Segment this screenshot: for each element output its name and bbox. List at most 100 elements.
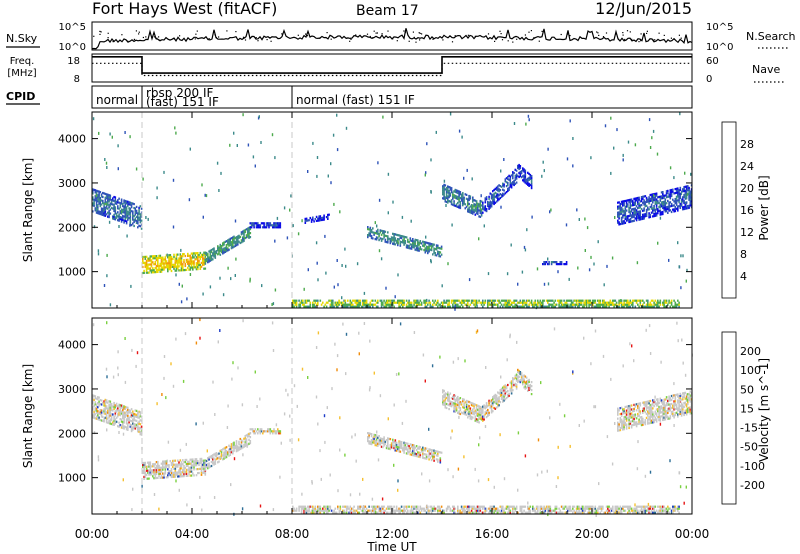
nsearch-point <box>640 40 642 42</box>
range-cell <box>662 409 664 412</box>
range-cell <box>355 305 358 308</box>
range-cell <box>135 413 138 416</box>
range-cell <box>203 267 205 270</box>
range-cell <box>632 200 634 203</box>
range-cell <box>652 419 654 422</box>
range-cell <box>455 299 458 302</box>
range-cell <box>622 428 624 431</box>
range-cell <box>313 305 315 308</box>
range-cell <box>407 240 409 243</box>
range-cell <box>668 201 670 204</box>
range-cell <box>475 212 478 215</box>
range-cell <box>553 305 555 308</box>
range-cell <box>239 235 242 239</box>
range-cell <box>194 258 197 261</box>
range-cell <box>643 401 645 404</box>
range-cell <box>490 201 493 204</box>
range-cell <box>530 177 533 180</box>
range-cell <box>120 412 123 415</box>
range-cell <box>175 131 177 135</box>
range-cell <box>125 414 128 417</box>
range-cell <box>442 197 444 200</box>
range-cell <box>618 299 620 302</box>
range-cell <box>413 301 415 304</box>
range-cell <box>658 209 660 212</box>
range-cell <box>179 469 182 472</box>
range-cell <box>502 390 504 393</box>
range-cell <box>683 186 685 189</box>
range-cell <box>687 187 689 190</box>
range-cell <box>172 471 174 474</box>
range-cell <box>143 261 145 264</box>
range-cell <box>398 446 400 449</box>
range-cell <box>617 215 619 218</box>
range-cell <box>530 183 533 186</box>
range-cell <box>403 449 405 452</box>
range-cell <box>166 253 168 257</box>
range-cell <box>528 380 530 383</box>
range-cell <box>620 222 623 225</box>
range-cell <box>99 212 102 216</box>
range-cell <box>525 299 528 302</box>
range-cell <box>115 404 118 407</box>
range-cell <box>95 201 98 204</box>
range-cell <box>480 408 483 411</box>
range-cell <box>464 401 467 404</box>
range-cell <box>475 299 478 302</box>
range-cell <box>185 268 188 271</box>
range-cell <box>153 473 155 476</box>
range-cell <box>312 303 314 306</box>
range-cell <box>624 303 627 306</box>
range-cell <box>420 248 423 251</box>
range-cell <box>178 282 180 286</box>
range-cell <box>122 208 124 212</box>
range-cell <box>425 235 427 239</box>
range-cell <box>625 413 628 416</box>
velocity-data-cells <box>92 318 693 517</box>
range-cell <box>515 169 518 172</box>
range-cell <box>417 447 419 450</box>
range-cell <box>480 194 482 198</box>
range-cell <box>99 411 102 414</box>
range-cell <box>307 268 309 272</box>
range-cell <box>240 445 243 448</box>
range-cell <box>337 283 339 287</box>
range-cell <box>624 215 627 218</box>
range-cell <box>487 299 489 302</box>
range-cell <box>230 447 233 450</box>
range-cell <box>418 303 420 306</box>
range-cell <box>274 226 277 229</box>
range-cell <box>459 403 462 406</box>
range-cell <box>208 258 210 261</box>
range-cell <box>98 210 100 213</box>
range-cell <box>269 432 272 435</box>
range-cell <box>299 303 302 306</box>
range-cell <box>500 387 503 390</box>
range-cell <box>512 183 514 186</box>
range-cell <box>685 197 688 200</box>
range-cell <box>375 438 378 441</box>
range-cell <box>148 469 150 472</box>
range-cell <box>94 395 97 398</box>
range-cell <box>424 243 427 246</box>
range-cell <box>170 467 173 471</box>
range-cell <box>510 382 513 385</box>
range-cell <box>218 189 220 192</box>
range-cell <box>390 442 393 445</box>
range-cell <box>673 200 675 203</box>
range-cell <box>180 471 183 474</box>
range-cell <box>479 413 482 416</box>
range-cell <box>133 412 135 416</box>
range-cell <box>368 442 370 445</box>
range-cell <box>375 436 378 439</box>
range-cell <box>145 467 148 470</box>
range-cell <box>520 301 523 304</box>
range-cell <box>470 299 473 302</box>
range-cell <box>315 219 318 222</box>
range-cell <box>435 244 438 247</box>
range-cell <box>403 441 405 444</box>
range-cell <box>300 299 303 302</box>
range-cell <box>389 301 392 304</box>
range-cell <box>524 173 527 176</box>
range-cell <box>182 269 184 272</box>
